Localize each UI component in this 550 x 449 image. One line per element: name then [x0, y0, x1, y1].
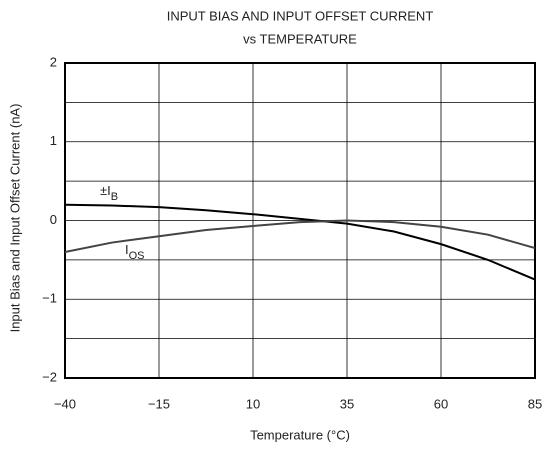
y-tick-label: 0 [50, 212, 57, 227]
plot-frame [64, 62, 536, 379]
chart-title: vs TEMPERATURE [243, 31, 357, 46]
series-line [64, 219, 536, 253]
x-tick-label: 35 [340, 396, 354, 411]
series-label: ±IB [100, 183, 118, 202]
y-tick-label: −1 [42, 291, 57, 306]
chart-title: INPUT BIAS AND INPUT OFFSET CURRENT [167, 8, 434, 23]
x-tick-label: 60 [434, 396, 448, 411]
y-tick-label: 1 [50, 133, 57, 148]
x-tick-label: −15 [148, 396, 170, 411]
series-label-sub: B [111, 191, 118, 203]
x-tick-label: 10 [246, 396, 260, 411]
y-tick-label: 2 [50, 54, 57, 69]
series-label-sub: OS [129, 250, 145, 262]
x-tick-label: 85 [528, 396, 542, 411]
series-label-main: I [125, 242, 129, 257]
series-label: IOS [125, 242, 145, 261]
series-line [64, 203, 536, 281]
x-axis-label: Temperature (°C) [250, 427, 350, 442]
x-tick-label: −40 [54, 396, 76, 411]
y-tick-label: −2 [42, 369, 57, 384]
series-label-main: ±I [100, 183, 111, 198]
y-axis-label: Input Bias and Input Offset Current (nA) [7, 104, 22, 333]
